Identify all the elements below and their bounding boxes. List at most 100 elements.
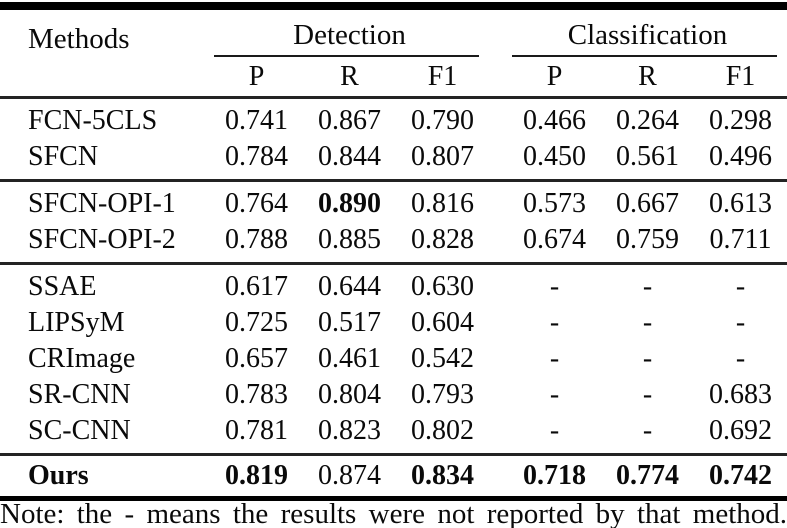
cell-detection-p: 0.617	[225, 271, 288, 302]
column-gap	[489, 377, 508, 413]
table-row: LIPSyM 0.725 0.517 0.604 - - -	[0, 305, 787, 341]
cell-detection-f1: 0.790	[411, 105, 474, 136]
cell-classification-p: -	[549, 379, 560, 410]
table-bottom-rule	[0, 496, 787, 501]
cell-detection-f1: 0.542	[411, 343, 474, 374]
cell-classification-r: 0.667	[616, 188, 679, 219]
cell-classification-f1: 0.613	[709, 188, 772, 219]
cell-detection-f1: 0.828	[411, 224, 474, 255]
column-gap	[489, 341, 508, 377]
table-row: SSAE 0.617 0.644 0.630 - - -	[0, 269, 787, 305]
method-name: SFCN	[28, 141, 99, 172]
column-gap	[489, 186, 508, 222]
cell-classification-p: 0.466	[523, 105, 586, 136]
cell-detection-r: 0.885	[318, 224, 381, 255]
table-top-rule	[0, 2, 787, 10]
detection-subheader-f1: F1	[427, 60, 458, 92]
column-gap	[489, 139, 508, 175]
classification-group: Classification P R F1	[508, 10, 787, 96]
cell-classification-p: -	[549, 343, 560, 374]
cell-classification-r: 0.561	[616, 141, 679, 172]
detection-subheader-p: P	[248, 60, 265, 92]
detection-group-label: Detection	[293, 19, 406, 51]
cell-detection-r: 0.517	[318, 307, 381, 338]
method-name: SFCN-OPI-1	[28, 188, 176, 219]
section-rule	[0, 179, 787, 182]
section-rule	[0, 262, 787, 265]
cell-detection-p: 0.764	[225, 188, 288, 219]
detection-subheader-r: R	[340, 60, 359, 92]
table-row: SFCN-OPI-1 0.764 0.890 0.816 0.573 0.667…	[0, 186, 787, 222]
cell-detection-r: 0.804	[318, 379, 381, 410]
method-name: Ours	[28, 460, 89, 491]
cell-detection-f1: 0.834	[411, 460, 474, 491]
table-section-sfcn-opi: SFCN-OPI-1 0.764 0.890 0.816 0.573 0.667…	[0, 182, 787, 262]
table-row: FCN-5CLS 0.741 0.867 0.790 0.466 0.264 0…	[0, 103, 787, 139]
table-row: Ours 0.819 0.874 0.834 0.718 0.774 0.742	[0, 458, 787, 494]
cell-classification-f1: 0.711	[709, 224, 772, 255]
method-name: SR-CNN	[28, 379, 131, 410]
methods-header-label: Methods	[28, 22, 130, 55]
table-row: CRImage 0.657 0.461 0.542 - - -	[0, 341, 787, 377]
table-section-fcn: FCN-5CLS 0.741 0.867 0.790 0.466 0.264 0…	[0, 99, 787, 179]
cell-classification-f1: 0.742	[709, 460, 772, 491]
section-rule	[0, 453, 787, 456]
classification-subheader-f1: F1	[725, 60, 756, 92]
cell-classification-r: -	[642, 415, 653, 446]
method-name: CRImage	[28, 343, 136, 374]
method-name: SFCN-OPI-2	[28, 224, 176, 255]
column-gap	[489, 305, 508, 341]
table-row: SC-CNN 0.781 0.823 0.802 - - 0.692	[0, 413, 787, 449]
cell-classification-f1: 0.683	[709, 379, 772, 410]
method-name: FCN-5CLS	[28, 105, 158, 136]
cell-detection-p: 0.788	[225, 224, 288, 255]
cell-classification-f1: -	[735, 271, 746, 302]
cell-classification-p: -	[549, 415, 560, 446]
cell-detection-p: 0.781	[225, 415, 288, 446]
cell-classification-f1: 0.496	[709, 141, 772, 172]
classification-subheader-p: P	[546, 60, 563, 92]
cell-classification-r: -	[642, 307, 653, 338]
column-gap	[489, 458, 508, 494]
cell-detection-p: 0.657	[225, 343, 288, 374]
table-row: SFCN-OPI-2 0.788 0.885 0.828 0.674 0.759…	[0, 222, 787, 258]
cell-classification-p: -	[549, 307, 560, 338]
cell-detection-p: 0.783	[225, 379, 288, 410]
cell-detection-r: 0.461	[318, 343, 381, 374]
cell-classification-f1: -	[735, 343, 746, 374]
cell-classification-r: -	[642, 379, 653, 410]
classification-group-label: Classification	[567, 19, 728, 51]
column-gap	[489, 269, 508, 305]
cell-classification-r: -	[642, 343, 653, 374]
cell-classification-p: 0.573	[523, 188, 586, 219]
cell-detection-r: 0.890	[318, 188, 381, 219]
cell-detection-p: 0.725	[225, 307, 288, 338]
cell-detection-p: 0.784	[225, 141, 288, 172]
method-name: SSAE	[28, 271, 97, 302]
cell-detection-p: 0.819	[225, 460, 288, 491]
cell-detection-r: 0.867	[318, 105, 381, 136]
cell-detection-r: 0.844	[318, 141, 381, 172]
cell-classification-f1: -	[735, 307, 746, 338]
method-name: SC-CNN	[28, 415, 131, 446]
classification-subheader-r: R	[638, 60, 657, 92]
cell-detection-f1: 0.630	[411, 271, 474, 302]
cell-detection-f1: 0.802	[411, 415, 474, 446]
column-gap	[489, 413, 508, 449]
classification-group-rule	[512, 55, 777, 57]
cell-classification-p: -	[549, 271, 560, 302]
cell-detection-f1: 0.816	[411, 188, 474, 219]
table-header: Methods Detection P R F1 Classification …	[0, 10, 787, 96]
group-gap	[489, 10, 508, 96]
table-section-ours: Ours 0.819 0.874 0.834 0.718 0.774 0.742	[0, 456, 787, 496]
cell-detection-f1: 0.793	[411, 379, 474, 410]
column-gap	[489, 103, 508, 139]
cell-classification-p: 0.674	[523, 224, 586, 255]
table-section-baselines: SSAE 0.617 0.644 0.630 - - - LIPSyM 0.72…	[0, 265, 787, 453]
cell-classification-r: -	[642, 271, 653, 302]
column-gap	[489, 222, 508, 258]
table-row: SFCN 0.784 0.844 0.807 0.450 0.561 0.496	[0, 139, 787, 175]
cell-detection-f1: 0.807	[411, 141, 474, 172]
classification-subheaders: P R F1	[508, 57, 787, 96]
